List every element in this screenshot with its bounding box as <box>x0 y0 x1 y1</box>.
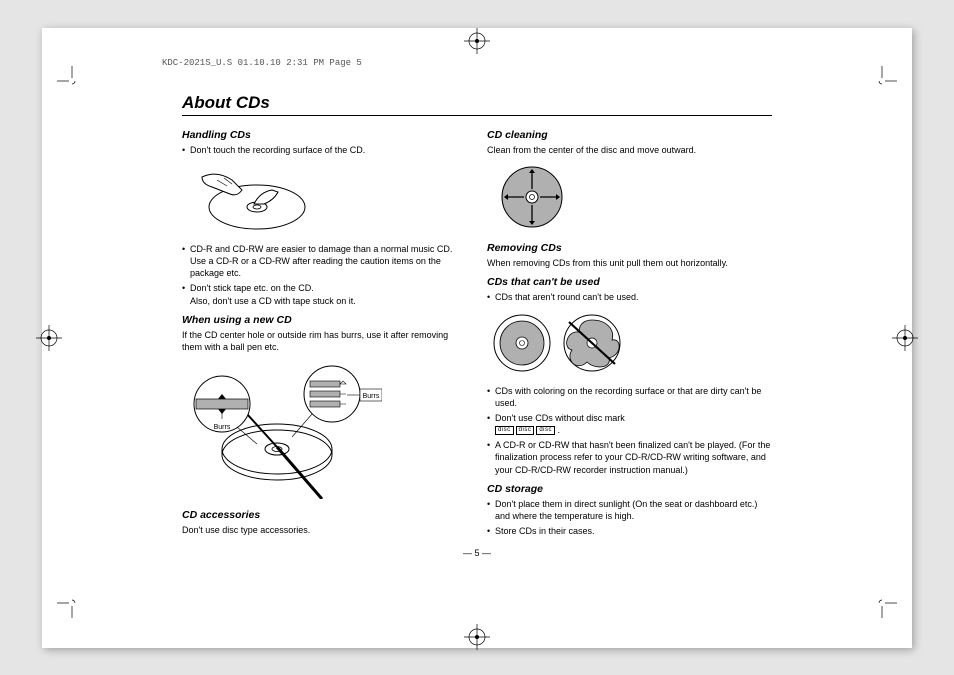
figure-burrs: Burrs Burrs <box>182 359 467 502</box>
content-area: About CDs Handling CDs •Don't touch the … <box>182 93 772 559</box>
heading-accessories: CD accessories <box>182 508 467 522</box>
crop-mark-br <box>867 588 897 618</box>
bullet-text: A CD-R or CD-RW that hasn't been finaliz… <box>495 439 772 475</box>
bullet: •Don't touch the recording surface of th… <box>182 144 467 156</box>
crop-mark-tl <box>57 66 87 96</box>
registration-mark-left <box>36 325 62 351</box>
page: KDC-2021S_U.S 01.10.10 2:31 PM Page 5 Ab… <box>42 28 912 648</box>
bullet-text: CDs that aren't round can't be used. <box>495 291 772 303</box>
text: Don't use CDs without disc mark <box>495 413 625 423</box>
crop-mark-tr <box>867 66 897 96</box>
heading-cleaning: CD cleaning <box>487 128 772 142</box>
bullet: •Don't stick tape etc. on the CD.Also, d… <box>182 282 467 306</box>
disc-logos: disc disc disc <box>495 426 555 435</box>
heading-removing: Removing CDs <box>487 241 772 255</box>
figure-not-round <box>487 310 772 379</box>
text: Don't stick tape etc. on the CD. <box>190 283 314 293</box>
bullet-text: Don't touch the recording surface of the… <box>190 144 467 156</box>
bullet-text: CD-R and CD-RW are easier to damage than… <box>190 243 467 279</box>
bullet: •Don't place them in direct sunlight (On… <box>487 498 772 522</box>
bullet: •A CD-R or CD-RW that hasn't been finali… <box>487 439 772 475</box>
bullet: • Don't use CDs without disc mark disc d… <box>487 412 772 436</box>
heading-new-cd: When using a new CD <box>182 313 467 327</box>
bullet: •CDs with coloring on the recording surf… <box>487 385 772 409</box>
page-number: — 5 — <box>182 548 772 558</box>
figure-cleaning <box>487 162 772 235</box>
print-header: KDC-2021S_U.S 01.10.10 2:31 PM Page 5 <box>92 58 862 68</box>
bullet-text: Store CDs in their cases. <box>495 525 772 537</box>
compact-disc-logo: disc <box>516 426 535 435</box>
compact-disc-logo: disc <box>495 426 514 435</box>
heading-storage: CD storage <box>487 482 772 496</box>
figure-hand-cd <box>182 162 467 237</box>
paragraph: When removing CDs from this unit pull th… <box>487 257 772 269</box>
bullet-text: Don't place them in direct sunlight (On … <box>495 498 772 522</box>
bullet: •CDs that aren't round can't be used. <box>487 291 772 303</box>
registration-mark-right <box>892 325 918 351</box>
crop-mark-bl <box>57 588 87 618</box>
bullet: •CD-R and CD-RW are easier to damage tha… <box>182 243 467 279</box>
heading-handling: Handling CDs <box>182 128 467 142</box>
paragraph: If the CD center hole or outside rim has… <box>182 329 467 353</box>
registration-mark-bottom <box>464 624 490 650</box>
bullet-text: CDs with coloring on the recording surfa… <box>495 385 772 409</box>
burrs-label: Burrs <box>214 424 231 431</box>
bullet-text: Don't stick tape etc. on the CD. Also, do… <box>190 282 467 306</box>
paragraph: Don't use disc type accessories. <box>182 524 467 536</box>
burrs-label: Burrs <box>363 393 380 400</box>
heading-cant-use: CDs that can't be used <box>487 275 772 289</box>
column-left: Handling CDs •Don't touch the recording … <box>182 122 467 541</box>
page-title: About CDs <box>182 93 772 116</box>
bullet: •Store CDs in their cases. <box>487 525 772 537</box>
paragraph: Clean from the center of the disc and mo… <box>487 144 772 156</box>
column-right: CD cleaning Clean from the center of the… <box>487 122 772 541</box>
bullet-text: Don't use CDs without disc mark disc dis… <box>495 412 772 436</box>
compact-disc-logo: disc <box>536 426 555 435</box>
text: Also, don't use a CD with tape stuck on … <box>190 296 356 306</box>
registration-mark-top <box>464 28 490 54</box>
